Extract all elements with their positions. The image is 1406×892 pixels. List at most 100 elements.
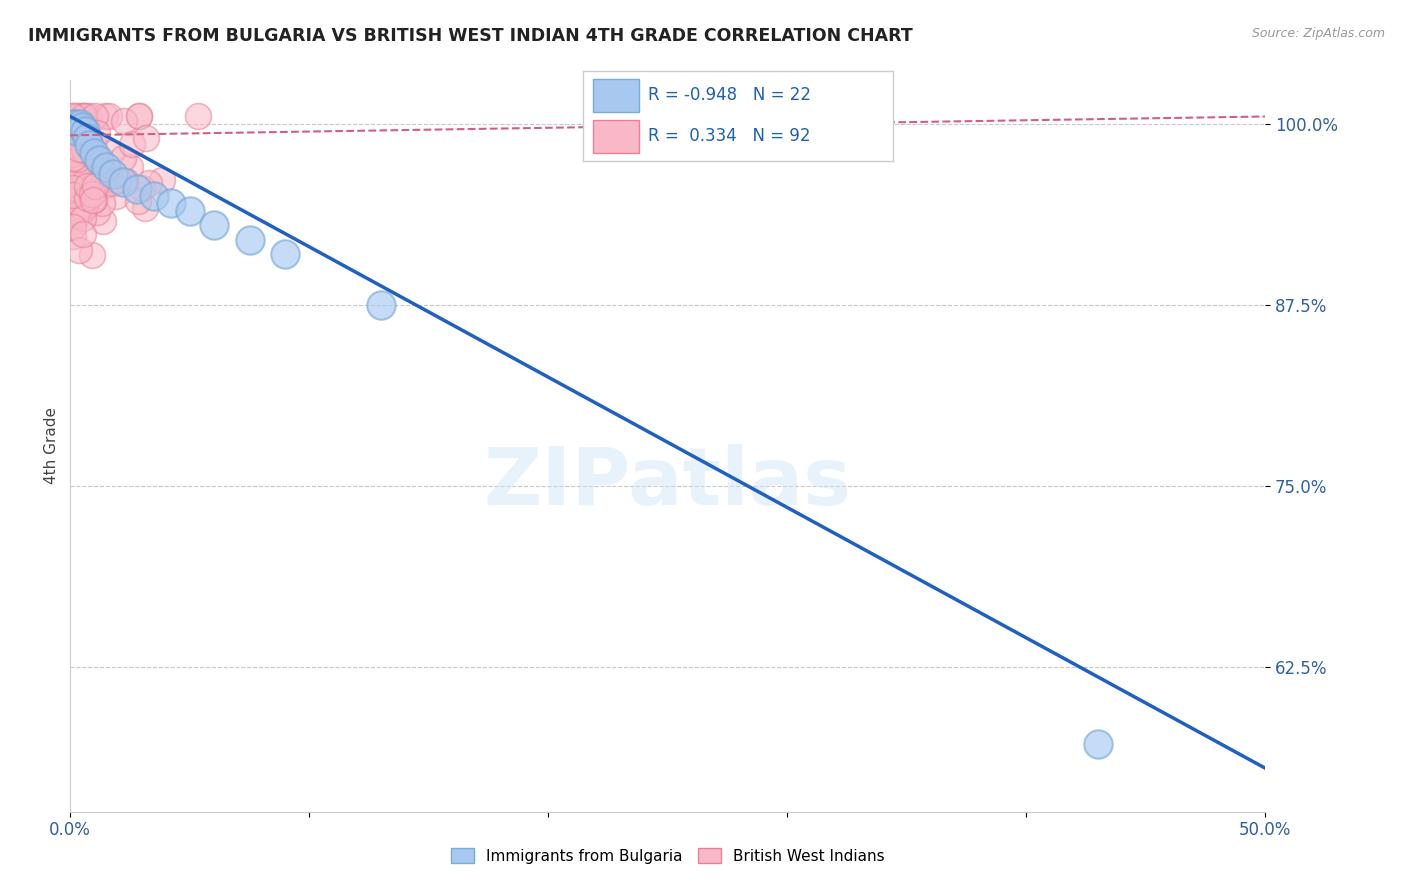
Point — [82, 136, 104, 151]
Point — [128, 110, 150, 124]
Point — [101, 176, 124, 190]
Point — [72, 110, 94, 124]
Point — [70, 199, 93, 213]
Point — [86, 126, 108, 140]
Point — [69, 161, 91, 176]
Y-axis label: 4th Grade: 4th Grade — [44, 408, 59, 484]
Point — [62, 180, 84, 194]
Point — [94, 178, 117, 192]
Point — [69, 142, 91, 156]
Point — [67, 202, 90, 217]
Point — [150, 173, 173, 187]
Point — [83, 178, 105, 193]
Point — [80, 186, 103, 201]
Point — [79, 138, 101, 153]
Point — [127, 194, 149, 208]
Point — [62, 146, 84, 161]
Point — [69, 120, 91, 135]
Point — [121, 137, 143, 152]
Point — [72, 227, 94, 241]
FancyBboxPatch shape — [593, 79, 640, 112]
Point — [77, 144, 100, 158]
Point — [179, 203, 201, 218]
Point — [112, 114, 135, 128]
Point — [86, 151, 108, 165]
Text: R = -0.948   N = 22: R = -0.948 N = 22 — [648, 87, 811, 104]
Point — [79, 169, 101, 184]
Point — [159, 196, 181, 211]
Point — [100, 145, 122, 160]
Point — [103, 168, 125, 182]
Point — [82, 194, 104, 208]
Point — [73, 126, 96, 140]
FancyBboxPatch shape — [593, 120, 640, 153]
Point — [94, 110, 117, 124]
Point — [62, 117, 84, 131]
Text: Source: ZipAtlas.com: Source: ZipAtlas.com — [1251, 27, 1385, 40]
Point — [67, 160, 90, 174]
Point — [75, 128, 97, 143]
Point — [72, 202, 94, 217]
Point — [89, 153, 111, 167]
Point — [62, 110, 84, 124]
Point — [134, 202, 156, 216]
Point — [63, 214, 86, 228]
Point — [90, 161, 112, 176]
Point — [274, 247, 297, 261]
Point — [67, 152, 90, 166]
Point — [138, 176, 160, 190]
Point — [90, 196, 112, 211]
Point — [77, 110, 100, 124]
Point — [76, 191, 98, 205]
Point — [62, 169, 84, 184]
Point — [111, 151, 134, 165]
Point — [63, 136, 86, 151]
Point — [83, 145, 105, 160]
Point — [87, 153, 110, 167]
Point — [111, 175, 134, 189]
Point — [63, 110, 86, 124]
Point — [69, 156, 91, 170]
Point — [96, 160, 117, 174]
Point — [66, 124, 89, 138]
Point — [62, 140, 84, 154]
Text: IMMIGRANTS FROM BULGARIA VS BRITISH WEST INDIAN 4TH GRADE CORRELATION CHART: IMMIGRANTS FROM BULGARIA VS BRITISH WEST… — [28, 27, 912, 45]
Point — [98, 110, 121, 124]
Point — [107, 173, 129, 187]
Point — [94, 167, 117, 181]
Point — [131, 181, 153, 195]
Point — [73, 174, 96, 188]
Point — [75, 172, 97, 186]
Point — [202, 218, 225, 232]
Point — [72, 118, 94, 132]
Point — [62, 143, 84, 157]
Point — [114, 174, 136, 188]
Point — [67, 170, 90, 185]
Point — [83, 110, 105, 124]
Point — [143, 189, 166, 203]
Point — [65, 128, 87, 143]
Point — [72, 211, 94, 225]
Point — [67, 243, 90, 257]
Point — [79, 148, 101, 162]
Text: R =  0.334   N = 92: R = 0.334 N = 92 — [648, 128, 811, 145]
Point — [187, 110, 209, 124]
Point — [83, 193, 105, 207]
Point — [62, 175, 84, 189]
Point — [69, 117, 91, 131]
Point — [83, 177, 105, 191]
Point — [1087, 737, 1109, 751]
Point — [86, 205, 108, 219]
Point — [75, 140, 97, 154]
Point — [65, 208, 87, 222]
Point — [62, 219, 84, 234]
Point — [73, 143, 96, 157]
Point — [62, 228, 84, 243]
Point — [66, 110, 89, 124]
Point — [62, 152, 84, 166]
Point — [76, 179, 98, 194]
Point — [105, 189, 128, 203]
Point — [82, 248, 104, 262]
Point — [67, 121, 90, 136]
Point — [62, 124, 84, 138]
